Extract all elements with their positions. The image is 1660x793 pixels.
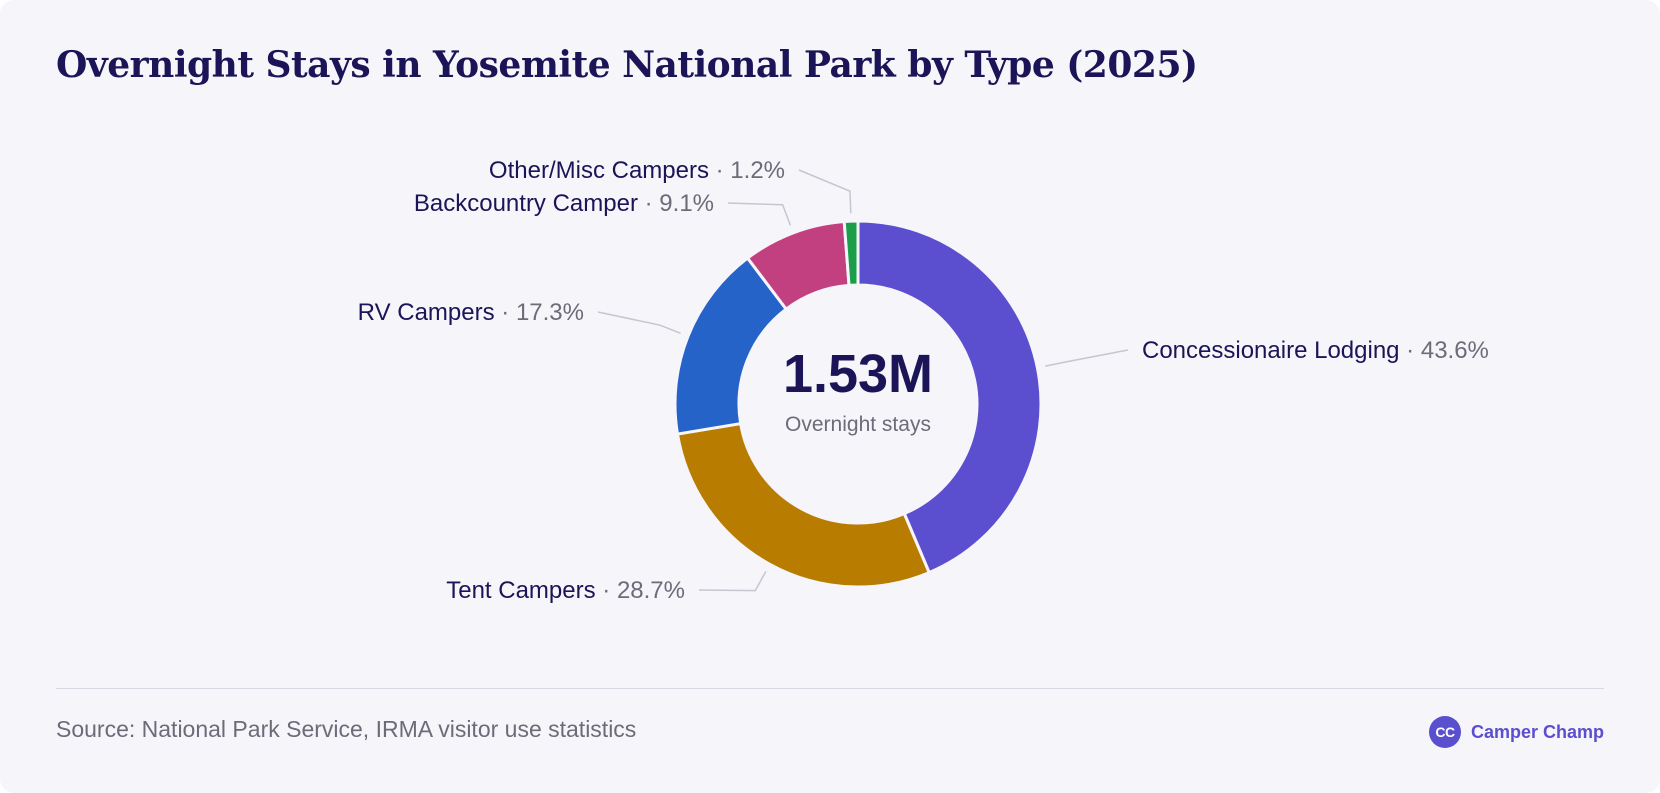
slice-label-value: · 43.6% xyxy=(1400,337,1489,364)
slice-label: Tent Campers · 28.7% xyxy=(446,577,685,604)
leader-line xyxy=(698,570,767,592)
slice-label-name: Backcountry Camper xyxy=(414,190,638,217)
donut-slice-other-misc-campers xyxy=(842,219,860,287)
slice-label-value: · 28.7% xyxy=(596,577,685,604)
slice-label: Other/Misc Campers · 1.2% xyxy=(489,157,785,184)
brand: CC Camper Champ xyxy=(1428,716,1604,748)
slice-label-name: Tent Campers xyxy=(446,577,595,604)
slice-label-name: Concessionaire Lodging xyxy=(1142,337,1400,364)
center-total-caption: Overnight stays xyxy=(785,413,931,436)
slice-label: Concessionaire Lodging · 43.6% xyxy=(1142,337,1489,364)
slice-label-name: RV Campers xyxy=(358,299,495,326)
brand-name: Camper Champ xyxy=(1470,721,1604,742)
footer-divider xyxy=(56,688,1604,689)
chart-title: Overnight Stays in Yosemite National Par… xyxy=(56,44,1198,86)
slice-label: Backcountry Camper · 9.1% xyxy=(414,190,714,217)
leader-line xyxy=(597,311,681,335)
leader-line xyxy=(727,202,792,226)
slice-label-name: Other/Misc Campers xyxy=(489,157,709,184)
brand-logo-icon: CC xyxy=(1428,716,1461,748)
slice-labels: Concessionaire Lodging · 43.6% Tent Campe… xyxy=(358,157,1489,604)
slice-label-value: · 9.1% xyxy=(638,190,714,217)
slice-label: RV Campers · 17.3% xyxy=(358,299,584,326)
donut-chart: Concessionaire Lodging · 43.6% Tent Campe… xyxy=(358,157,1489,604)
slice-label-value: · 1.2% xyxy=(709,157,785,184)
donut-slices xyxy=(673,219,1043,589)
leader-line xyxy=(1045,349,1129,367)
leader-line xyxy=(798,169,852,214)
leader-lines xyxy=(597,169,1129,592)
source-note: Source: National Park Service, IRMA visi… xyxy=(56,716,637,742)
donut-slice-concessionaire-lodging xyxy=(856,219,1043,575)
donut-slice-tent-campers xyxy=(675,421,932,589)
center-total-value: 1.53M xyxy=(783,344,933,404)
slice-label-value: · 17.3% xyxy=(495,299,584,326)
